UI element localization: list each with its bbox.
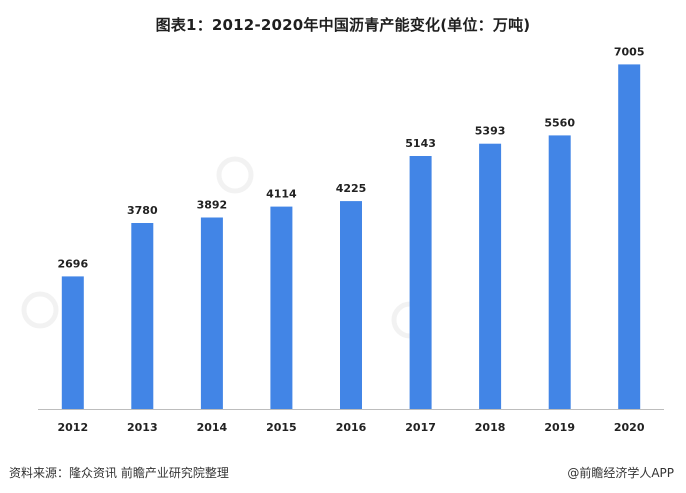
- value-label-2020: 7005: [614, 45, 645, 58]
- bar-2017: [409, 156, 432, 409]
- value-label-2016: 4225: [336, 182, 367, 195]
- value-label-2017: 5143: [405, 137, 436, 150]
- value-labels-group: 2696 3780 3892 4114 4225 5143 5393 5560 7005: [57, 45, 644, 270]
- value-label-2012: 2696: [57, 257, 88, 270]
- chart-title: 图表1：2012-2020年中国沥青产能变化(单位：万吨): [155, 16, 531, 34]
- x-tick-label-2016: 2016: [336, 421, 367, 434]
- source-note: 资料来源：隆众资讯 前瞻产业研究院整理: [9, 466, 229, 480]
- x-tick-label-2013: 2013: [127, 421, 158, 434]
- x-tick-label-2014: 2014: [197, 421, 228, 434]
- value-label-2014: 3892: [197, 199, 228, 212]
- bar-2013: [131, 223, 154, 409]
- x-tick-label-2012: 2012: [57, 421, 88, 434]
- bar-2019: [548, 135, 571, 409]
- bar-2012: [61, 276, 84, 409]
- bars-group: [61, 64, 641, 410]
- x-tick-label-2018: 2018: [475, 421, 506, 434]
- x-tick-labels-group: 2012 2013 2014 2015 2016 2017 2018 2019 2020: [57, 421, 644, 434]
- value-label-2013: 3780: [127, 204, 158, 217]
- watermark-logo-icon-2: [21, 291, 59, 329]
- bar-2016: [340, 201, 362, 409]
- value-label-2015: 4114: [266, 188, 297, 201]
- bar-2014: [200, 217, 223, 409]
- value-label-2018: 5393: [475, 125, 506, 138]
- bar-2015: [270, 206, 293, 409]
- x-tick-label-2015: 2015: [266, 421, 297, 434]
- x-tick-label-2019: 2019: [544, 421, 575, 434]
- value-label-2019: 5560: [544, 116, 575, 129]
- brand-credit: @前瞻经济学人APP: [567, 466, 674, 480]
- bar-2020: [618, 64, 641, 410]
- bar-2018: [479, 143, 502, 409]
- x-tick-label-2017: 2017: [405, 421, 436, 434]
- x-tick-label-2020: 2020: [614, 421, 645, 434]
- watermark-logo-icon-0: [216, 156, 254, 194]
